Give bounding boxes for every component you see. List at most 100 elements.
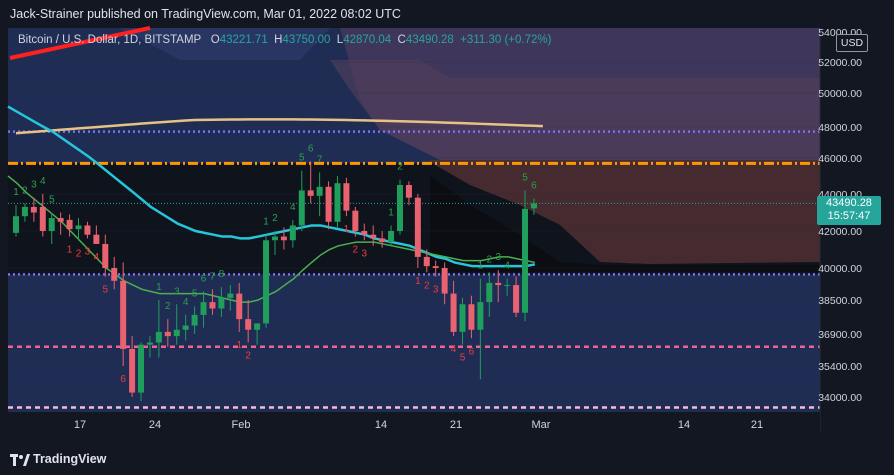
count-up-label: 5: [192, 288, 198, 299]
price-tick-label: 35400.00: [818, 361, 862, 373]
count-down-label: 2: [245, 351, 251, 362]
count-down-label: 3: [433, 285, 439, 296]
count-up-label: 2: [397, 162, 403, 173]
candle-body: [450, 293, 457, 332]
count-up-label: 3: [31, 180, 37, 191]
count-down-label: 1: [236, 340, 242, 351]
time-tick-label: 21: [751, 419, 763, 431]
price-tick-label: 42000.00: [818, 226, 862, 238]
count-up-label: 6: [531, 181, 537, 192]
count-up-label: 1: [388, 207, 394, 218]
count-down-label: 4: [451, 344, 457, 355]
count-down-label: 1: [67, 245, 73, 256]
time-axis-bg: [0, 412, 820, 447]
candle-body: [325, 186, 332, 222]
count-up-label: 5: [299, 153, 305, 164]
time-axis[interactable]: 17 24 Feb 14 21 Mar 14 21: [0, 412, 820, 447]
candle-body: [298, 190, 305, 226]
candle-body: [164, 331, 171, 337]
ma-slow-line: [15, 118, 543, 135]
high-value: 43750.00: [282, 34, 331, 46]
candle-body: [513, 285, 520, 313]
time-tick-label: 14: [375, 419, 387, 431]
count-up-label: 6: [308, 144, 314, 155]
candle-body: [361, 231, 368, 235]
low-label: L: [336, 34, 344, 46]
price-tick-label: 38500.00: [818, 295, 862, 307]
symbol-legend: Bitcoin / U.S. Dollar, 1D, BITSTAMP O432…: [18, 34, 551, 46]
price-axis[interactable]: 54000.0052000.0050000.0048000.0046000.00…: [818, 27, 894, 432]
price-tick-label: 50000.00: [818, 88, 862, 100]
price-tick-label: 36900.00: [818, 329, 862, 341]
horizontal-levels: [8, 130, 820, 409]
price-tick-label: 34000.00: [818, 392, 862, 404]
candle-body: [343, 183, 350, 211]
count-down-label: 1: [344, 224, 350, 235]
change-value: +311.30 (+0.72%): [460, 34, 552, 46]
candle-body: [289, 225, 296, 241]
count-up-label: 2: [22, 185, 28, 196]
candle-body: [432, 266, 439, 268]
candle-body: [352, 210, 359, 231]
candle-body: [405, 185, 412, 198]
trend-line: [9, 26, 151, 60]
candle-body: [495, 282, 502, 286]
count-down-label: 6: [469, 346, 475, 357]
time-tick-label: 14: [678, 419, 690, 431]
candle-body: [477, 302, 484, 330]
price-tick-label: 48000.00: [818, 122, 862, 134]
open-label: O: [210, 34, 220, 46]
symbol-name: Bitcoin / U.S. Dollar, 1D, BITSTAMP: [18, 34, 202, 46]
candle-body: [21, 206, 28, 217]
candle-body: [75, 225, 82, 230]
time-tick-label: Feb: [232, 419, 251, 431]
count-down-label: 5: [460, 353, 466, 364]
count-up-label: 1: [263, 217, 269, 228]
last-price-tag: 43490.28 15:57:47: [817, 196, 881, 225]
candle-body: [396, 185, 403, 231]
price-axis-bg: [820, 28, 894, 432]
count-up-label: 7: [317, 154, 323, 165]
candle-body: [66, 219, 73, 230]
cloud-purple-2: [330, 60, 820, 160]
count-down-label: 2: [76, 248, 82, 259]
count-down-label: 2: [424, 280, 430, 291]
publisher-line: Jack-Strainer published on TradingView.c…: [10, 7, 401, 21]
candle-body: [254, 323, 261, 330]
count-down-label: 3: [361, 248, 367, 259]
candle-body: [173, 329, 180, 337]
count-up-label: 2: [165, 301, 171, 312]
currency-button[interactable]: USD: [836, 34, 868, 52]
candle-body: [93, 234, 100, 244]
candle-body: [84, 225, 91, 235]
candle-body: [48, 218, 55, 231]
candle-body: [102, 243, 109, 268]
ma-fast-line: [7, 105, 536, 268]
count-up-label: 8: [219, 269, 225, 280]
moving-averages: [7, 26, 820, 303]
count-up-label: 2: [272, 213, 278, 224]
close-label: C: [397, 34, 406, 46]
count-up-label: 3: [495, 252, 501, 263]
candle-body: [111, 268, 118, 281]
count-down-label: 5: [103, 285, 109, 296]
candle-body: [209, 302, 216, 309]
candle-body: [307, 190, 314, 196]
candle-body: [530, 203, 537, 209]
candle-body: [316, 186, 323, 196]
bar-countdown: 15:57:47: [827, 210, 871, 222]
cloud-brown: [430, 160, 820, 264]
time-tick-label: 21: [450, 419, 462, 431]
price-tick-label: 40000.00: [818, 263, 862, 275]
count-up-label: 2: [487, 254, 493, 265]
low-value: 42870.04: [343, 34, 392, 46]
candle-body: [370, 234, 377, 239]
time-tick-label: Mar: [532, 419, 551, 431]
price-tick-label: 46000.00: [818, 153, 862, 165]
candle-body: [459, 304, 466, 332]
candle-body: [138, 344, 145, 393]
candle-body: [155, 331, 162, 343]
cloud-bands: [8, 28, 820, 412]
